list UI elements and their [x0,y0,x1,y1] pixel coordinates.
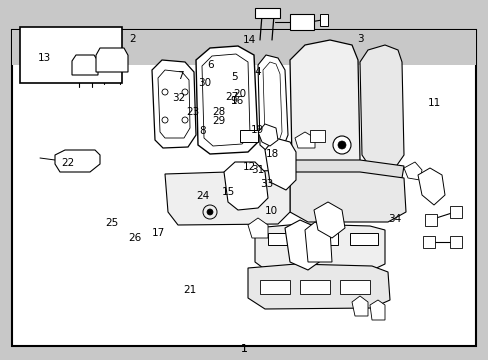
Polygon shape [403,162,421,180]
Text: 1: 1 [241,344,247,354]
Text: 2: 2 [129,34,136,44]
Polygon shape [164,170,289,225]
Bar [254,8,280,18]
Polygon shape [264,138,295,190]
Text: 13: 13 [37,53,51,63]
Text: 26: 26 [127,233,141,243]
Bar [449,206,461,218]
Polygon shape [289,40,359,174]
Text: 31: 31 [251,165,264,175]
Polygon shape [294,132,314,148]
Text: 25: 25 [104,218,118,228]
Text: 10: 10 [264,206,277,216]
Text: 24: 24 [196,191,209,201]
Bar [449,236,461,248]
Text: 1: 1 [241,344,247,354]
Text: 7: 7 [176,71,183,81]
Text: 23: 23 [186,107,200,117]
Text: 33: 33 [259,179,273,189]
Bar [349,233,377,245]
Text: 15: 15 [222,186,235,197]
Text: 4: 4 [254,67,261,77]
Circle shape [332,136,350,154]
Polygon shape [96,48,128,72]
Text: 14: 14 [242,35,256,45]
Text: 20: 20 [233,89,245,99]
Polygon shape [247,218,267,238]
Polygon shape [305,222,331,262]
Bar [424,214,436,226]
Text: 8: 8 [199,126,206,136]
Polygon shape [351,296,367,316]
Text: 28: 28 [212,107,225,117]
Polygon shape [152,60,196,148]
Polygon shape [289,160,403,182]
Polygon shape [72,55,98,75]
Text: 17: 17 [152,228,165,238]
Text: 3: 3 [357,34,364,44]
Bar [20,27,122,83]
Polygon shape [196,46,258,154]
Bar [339,280,369,294]
Text: 21: 21 [183,285,196,295]
Text: 11: 11 [427,98,440,108]
Bar [319,14,327,26]
Polygon shape [258,55,287,152]
Polygon shape [359,45,403,170]
Text: 19: 19 [250,125,264,135]
Polygon shape [289,172,405,222]
Polygon shape [417,168,444,205]
Bar [12,30,475,65]
Text: 32: 32 [171,93,185,103]
Bar [309,233,337,245]
Polygon shape [313,202,345,238]
Text: 27: 27 [225,92,239,102]
Circle shape [206,209,213,215]
Bar [299,280,329,294]
Bar [260,280,289,294]
Text: 30: 30 [198,78,210,88]
Bar [12,30,475,346]
Text: 16: 16 [230,96,244,106]
Text: 34: 34 [387,214,401,224]
Bar [289,14,313,30]
Polygon shape [254,224,384,273]
Text: 6: 6 [206,60,213,70]
Polygon shape [224,162,267,210]
Circle shape [337,141,346,149]
Bar [422,236,434,248]
Text: 9: 9 [230,96,237,106]
Polygon shape [247,264,389,309]
Polygon shape [55,150,100,172]
Text: 22: 22 [61,158,74,168]
Polygon shape [285,220,321,270]
Text: 29: 29 [212,116,225,126]
Bar [267,233,295,245]
Polygon shape [369,300,384,320]
Bar [309,130,325,142]
Text: 12: 12 [242,162,256,172]
Text: 5: 5 [231,72,238,82]
Polygon shape [258,124,278,146]
Bar [240,130,258,142]
Text: 18: 18 [265,149,279,159]
